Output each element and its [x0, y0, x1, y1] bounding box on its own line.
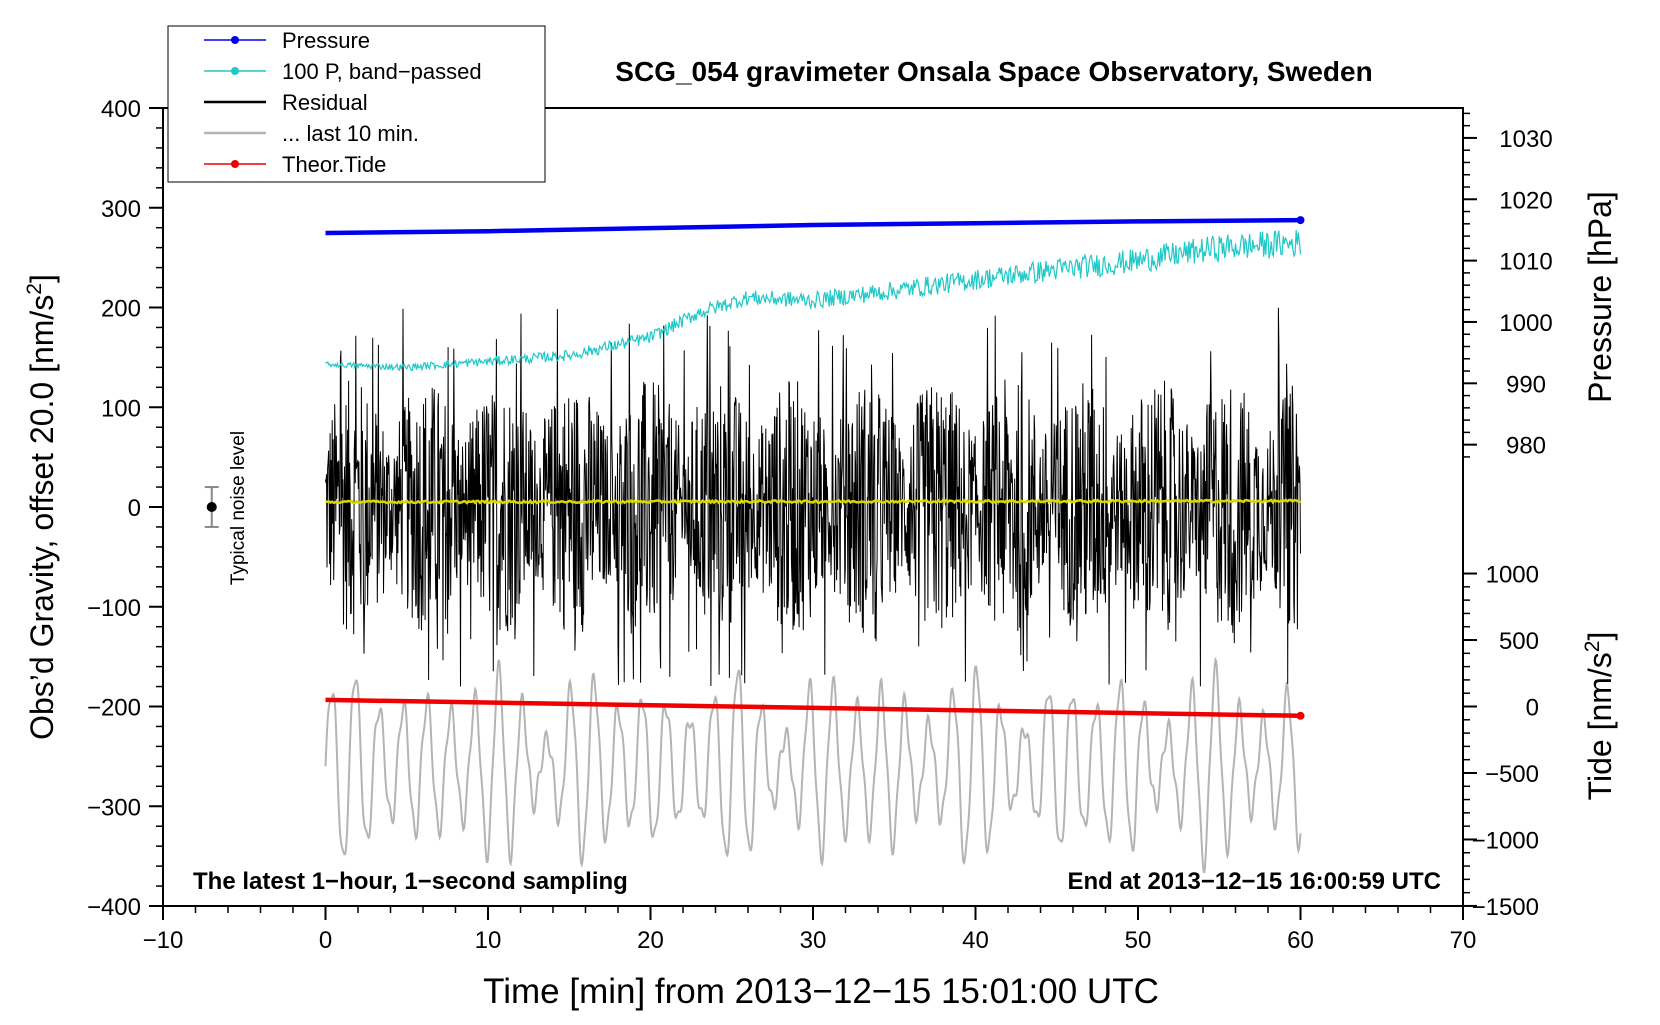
y-axis-label-main: Obs’d Gravity, offset 20.0 [nm/s — [24, 295, 60, 740]
pressure-tick-label: 990 — [1506, 371, 1546, 398]
x-tick-label: −10 — [143, 927, 184, 954]
noise-level-label: Typical noise level — [228, 431, 249, 585]
tide-axis-label-main: Tide [nm/s — [1582, 652, 1618, 800]
series-last-10-min-line — [324, 656, 1302, 874]
legend-entry-label: 100 P, band−passed — [282, 59, 482, 84]
y-tick-label: 400 — [101, 96, 141, 123]
x-tick-label: 50 — [1125, 927, 1152, 954]
legend-box — [167, 25, 546, 183]
pressure-tick-label: 980 — [1506, 433, 1546, 460]
tide-tick-label: 1000 — [1486, 562, 1539, 589]
tide-axis-label-sup: 2 — [1581, 641, 1604, 653]
legend-entry-label: Pressure — [282, 28, 370, 53]
noise-bar-point — [206, 502, 217, 512]
y-tick-label: 100 — [101, 395, 141, 422]
tide-tick-label: 500 — [1499, 628, 1539, 655]
tide-axis-label-end: ] — [1582, 632, 1618, 641]
y-tick-label: −100 — [87, 595, 141, 622]
annotation-bottom-left: The latest 1−hour, 1−second sampling — [193, 868, 628, 895]
tide-tick-label: 0 — [1526, 695, 1539, 722]
legend-marker — [231, 160, 239, 168]
x-tick-label: 10 — [475, 927, 502, 954]
x-tick-label: 70 — [1450, 927, 1477, 954]
y-tick-label: 200 — [101, 296, 141, 323]
legend-marker — [231, 67, 239, 75]
chart-title: SCG_054 gravimeter Onsala Space Observat… — [615, 56, 1372, 87]
y-tick-label: 0 — [128, 495, 141, 522]
y-axis-label-sup: 2 — [23, 283, 46, 295]
y-tick-label: −200 — [87, 695, 141, 722]
tide-tick-label: −1000 — [1472, 827, 1539, 854]
y-tick-label: −300 — [87, 794, 141, 821]
legend-entry-label: Theor.Tide — [282, 152, 386, 177]
x-tick-label: 60 — [1287, 927, 1314, 954]
series-layer — [204, 216, 1305, 874]
pressure-axis-label: Pressure [hPa] — [1582, 191, 1618, 403]
x-tick-label: 0 — [319, 927, 332, 954]
annotation-bottom-right: End at 2013−12−15 16:00:59 UTC — [1067, 868, 1441, 895]
tide-axis-label: Tide [nm/s2] — [1581, 632, 1618, 801]
legend-entry-label: Residual — [282, 90, 368, 115]
series-residual-mean-line — [325, 498, 1301, 505]
series-band-passed-line — [325, 229, 1302, 372]
x-tick-label: 30 — [800, 927, 827, 954]
x-tick-label: 20 — [637, 927, 664, 954]
y-axis-label-end: ] — [24, 274, 60, 283]
x-axis-label: Time [min] from 2013−12−15 15:01:00 UTC — [483, 972, 1159, 1011]
pressure-tick-label: 1020 — [1499, 187, 1552, 214]
x-tick-label: 40 — [962, 927, 989, 954]
series-pressure-line — [325, 217, 1301, 236]
tide-tick-label: −1500 — [1472, 894, 1539, 921]
series-tide-end-point — [1296, 711, 1305, 720]
pressure-tick-label: 1000 — [1499, 310, 1552, 337]
y-tick-label: 300 — [101, 196, 141, 223]
axes-layer: −10 0 10 20 30 40 50 60 704003002001000−100−200−… — [87, 96, 1553, 954]
legend-marker — [231, 36, 239, 44]
pressure-tick-label: 1010 — [1499, 249, 1552, 276]
pressure-tick-label: 1030 — [1499, 126, 1552, 153]
legend: Pressure 100 P, band−passed Residual ... la… — [167, 25, 546, 183]
y-tick-label: −400 — [87, 894, 141, 921]
tide-tick-label: −500 — [1485, 761, 1539, 788]
y-axis-label: Obs’d Gravity, offset 20.0 [nm/s2] — [23, 274, 60, 740]
series-tide-line — [325, 697, 1301, 719]
series-pressure-end-point — [1296, 216, 1305, 225]
legend-entry-label: ... last 10 min. — [282, 121, 419, 146]
